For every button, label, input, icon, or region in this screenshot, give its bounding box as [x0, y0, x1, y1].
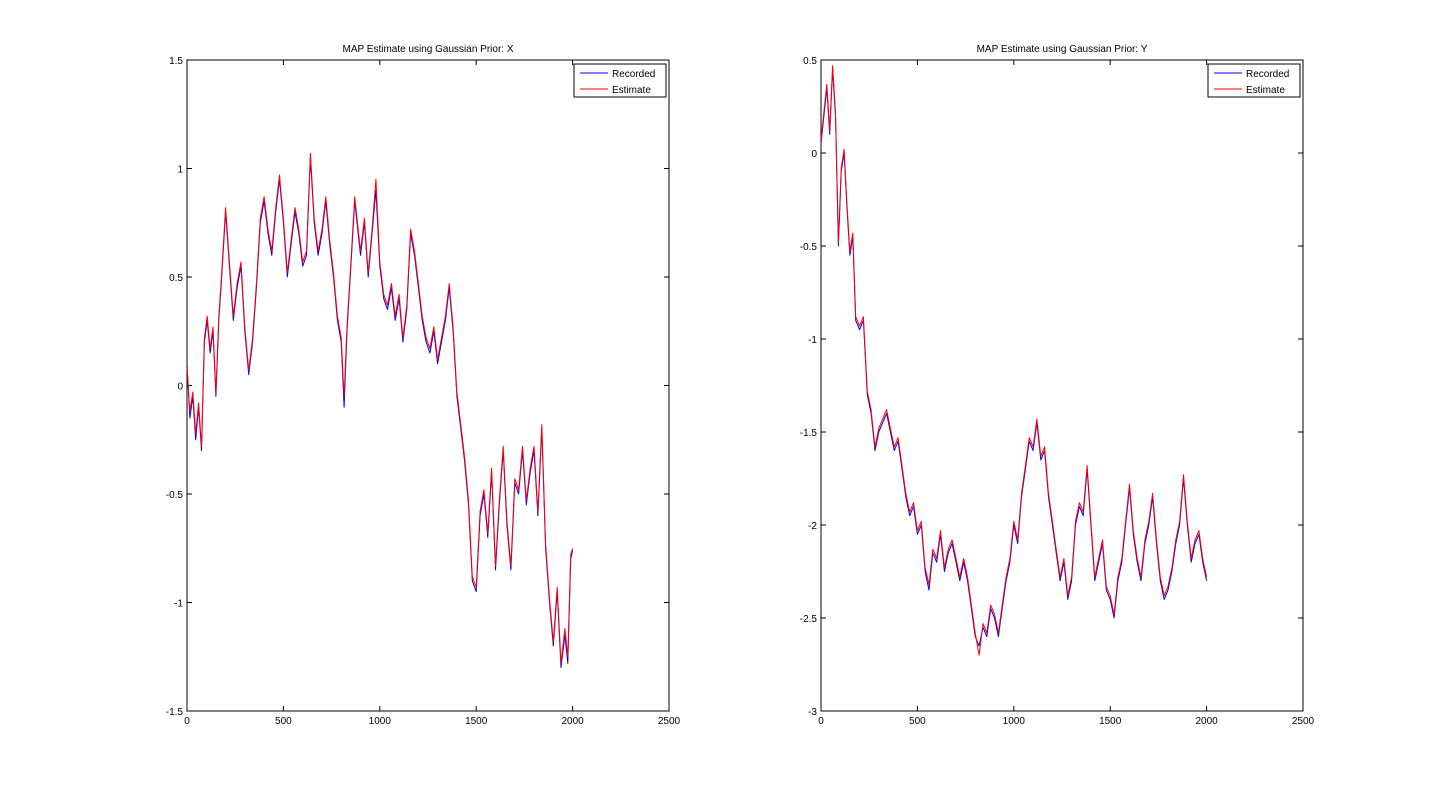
y-tick-label: -3: [808, 707, 817, 718]
legend-label: Recorded: [1246, 69, 1289, 80]
x-tick-label: 1500: [1099, 716, 1122, 727]
x-tick-label: 1000: [369, 716, 392, 727]
x-tick-label: 1500: [465, 716, 488, 727]
x-tick-label: 2000: [1195, 716, 1218, 727]
y-tick-label: -1: [808, 335, 817, 346]
legend: Recorded Estimate: [573, 63, 667, 98]
legend-label: Recorded: [612, 69, 655, 80]
legend-label: Estimate: [612, 85, 651, 96]
x-tick-label: 1000: [1003, 716, 1026, 727]
chart-title: MAP Estimate using Gaussian Prior: Y: [977, 44, 1148, 55]
y-tick-label: -2.5: [800, 614, 818, 625]
x-tick-label: 2500: [658, 716, 681, 727]
series-line-estimate: [186, 152, 574, 664]
y-tick-label: 1.5: [169, 56, 183, 67]
y-tick-label: 1: [177, 165, 183, 176]
legend-label: Estimate: [1246, 85, 1285, 96]
chart-title: MAP Estimate using Gaussian Prior: X: [343, 44, 514, 55]
y-tick-label: -1.5: [166, 707, 184, 718]
plot-panel-1: MAP Estimate using Gaussian Prior: X 0 500…: [166, 44, 681, 727]
x-tick-label: 500: [909, 716, 926, 727]
legend-box: [1207, 63, 1301, 98]
y-tick-label: -0.5: [800, 242, 818, 253]
series-line-estimate: [820, 65, 1208, 656]
y-tick-label: 0: [811, 149, 817, 160]
legend-box: [573, 63, 667, 98]
x-tick-label: 500: [275, 716, 292, 727]
legend: Recorded Estimate: [1207, 63, 1301, 98]
y-tick-label: 0.5: [169, 273, 183, 284]
plot-panel-2: MAP Estimate using Gaussian Prior: Y 0 500…: [800, 44, 1315, 727]
y-tick-label: -1: [174, 599, 183, 610]
x-tick-label: 2500: [1292, 716, 1315, 727]
y-tick-label: 0.5: [803, 56, 817, 67]
y-tick-label: -0.5: [166, 490, 184, 501]
axes-box: [186, 59, 670, 712]
y-tick-label: -2: [808, 521, 817, 532]
axes-box: [820, 59, 1304, 712]
y-tick-label: 0: [177, 382, 183, 393]
y-tick-label: -1.5: [800, 428, 818, 439]
series-line-recorded: [820, 68, 1208, 647]
x-tick-label: 2000: [561, 716, 584, 727]
x-tick-label: 0: [184, 716, 190, 727]
x-tick-label: 0: [818, 716, 824, 727]
